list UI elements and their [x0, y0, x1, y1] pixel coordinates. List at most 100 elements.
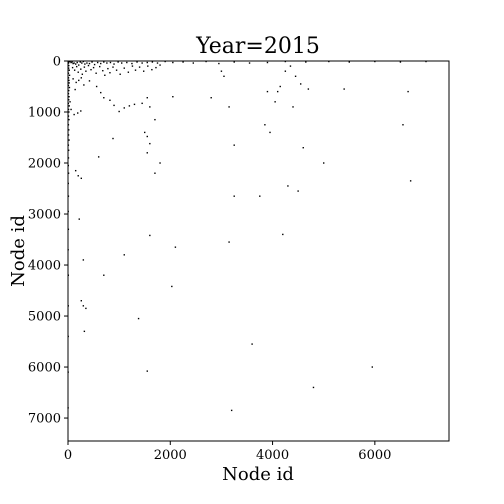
data-point	[172, 96, 174, 98]
data-point	[90, 68, 92, 71]
data-point	[146, 97, 148, 99]
chart-title: Year=2015	[195, 34, 320, 59]
data-point	[71, 66, 74, 69]
data-point	[251, 343, 253, 345]
data-point	[248, 62, 251, 64]
data-point	[73, 62, 75, 64]
data-point	[287, 185, 289, 187]
data-point	[75, 65, 78, 68]
data-point	[97, 156, 100, 158]
data-point	[228, 106, 230, 108]
data-point	[276, 90, 279, 93]
data-point	[67, 149, 70, 151]
data-point	[292, 106, 294, 108]
data-point	[299, 83, 302, 85]
data-point	[294, 75, 297, 77]
data-point	[76, 61, 78, 64]
data-point	[233, 195, 235, 197]
data-point	[174, 246, 177, 248]
plot-frame	[67, 60, 450, 442]
data-point	[328, 60, 330, 63]
data-point	[75, 81, 77, 84]
data-point	[79, 61, 81, 63]
data-point	[343, 88, 345, 90]
data-point	[269, 131, 271, 134]
data-point	[77, 175, 79, 177]
data-point	[131, 62, 133, 65]
data-point	[80, 177, 82, 180]
y-tick-label: 2000	[28, 157, 61, 172]
data-point	[228, 241, 230, 243]
data-point	[78, 218, 80, 220]
data-point	[82, 60, 85, 63]
y-tick-label: 0	[53, 55, 61, 70]
data-point	[266, 61, 269, 64]
data-point	[71, 61, 73, 63]
data-point	[80, 77, 82, 79]
data-point	[123, 107, 125, 109]
data-point	[84, 63, 86, 65]
data-point	[103, 61, 105, 63]
data-point	[134, 69, 137, 71]
data-point	[182, 61, 184, 63]
x-tick-label: 0	[64, 448, 72, 463]
data-point	[91, 61, 93, 63]
data-point	[113, 63, 115, 65]
data-point	[67, 108, 70, 111]
data-point	[348, 61, 350, 63]
data-point	[95, 72, 97, 74]
data-point	[138, 66, 141, 68]
data-point	[68, 139, 70, 141]
data-point	[409, 180, 412, 182]
data-point	[399, 61, 402, 63]
data-point	[67, 172, 70, 174]
y-axis-label: Node id	[8, 215, 29, 287]
data-point	[402, 124, 404, 126]
data-point	[159, 64, 161, 66]
data-point	[80, 300, 82, 302]
data-point	[149, 106, 151, 108]
data-point	[171, 285, 173, 288]
data-point	[113, 104, 115, 107]
data-point	[149, 234, 151, 237]
data-point	[123, 254, 125, 256]
data-point	[88, 80, 91, 82]
data-point	[68, 82, 70, 84]
data-point	[93, 63, 96, 66]
data-point	[68, 61, 70, 63]
data-point	[305, 61, 307, 63]
data-point	[68, 118, 70, 121]
data-point	[67, 77, 70, 79]
data-point	[81, 62, 83, 64]
data-point	[68, 111, 70, 113]
data-point	[156, 62, 159, 64]
data-point	[100, 91, 102, 94]
data-point	[68, 89, 70, 92]
data-point	[82, 305, 85, 307]
data-point	[159, 162, 161, 164]
points-layer	[67, 60, 427, 412]
data-point	[109, 61, 112, 64]
data-point	[68, 79, 70, 82]
data-point	[78, 79, 80, 82]
data-point	[220, 70, 223, 72]
data-point	[67, 134, 70, 136]
data-point	[127, 71, 130, 73]
data-point	[147, 65, 149, 67]
data-point	[284, 60, 287, 63]
data-point	[128, 105, 131, 107]
data-point	[109, 72, 111, 74]
data-point	[146, 135, 148, 138]
data-point	[210, 97, 212, 99]
data-point	[233, 61, 235, 63]
data-point	[141, 102, 143, 105]
data-point	[266, 90, 269, 93]
x-axis-label: Node id	[222, 464, 294, 485]
data-point	[144, 131, 146, 134]
data-point	[68, 69, 70, 71]
data-point	[112, 66, 114, 68]
y-tick-label: 6000	[28, 361, 61, 376]
data-point	[69, 60, 71, 63]
data-point	[119, 73, 121, 75]
